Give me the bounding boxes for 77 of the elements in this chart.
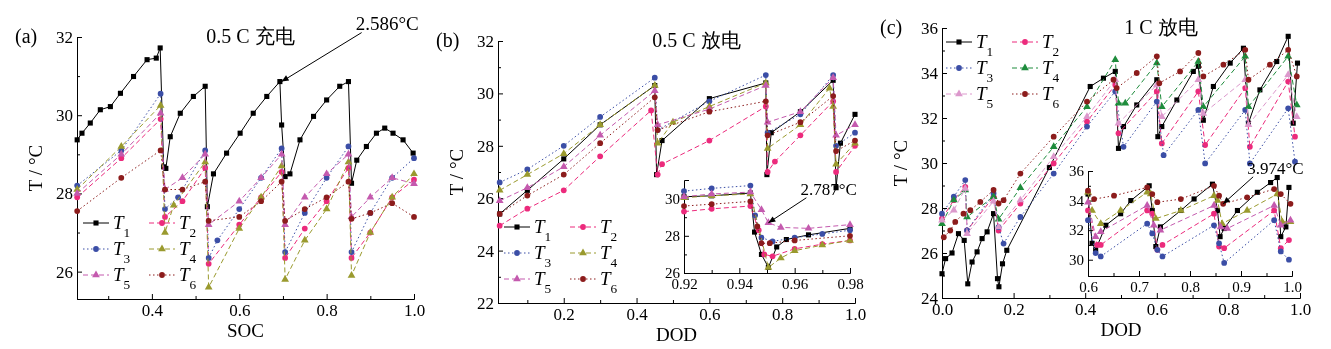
y-tick-label: 28 <box>56 184 73 204</box>
x-axis-title: SOC <box>227 320 264 341</box>
y-tick-label: 24 <box>477 241 495 261</box>
annotation: 3.974°C <box>1247 158 1304 178</box>
x-tick-label: 1.0 <box>403 301 426 321</box>
y-tick-label: 32 <box>921 108 938 128</box>
legend-label: T$_{3}$ <box>976 57 994 85</box>
legend-label: T$_{5}$ <box>534 268 552 296</box>
x-axis-title: DOD <box>655 324 698 345</box>
x-tick-label: 0.8 <box>1181 278 1200 295</box>
x-tick-label: 0.8 <box>772 305 794 325</box>
x-tick-label: 1.0 <box>844 305 867 325</box>
legend-label: T$_{6}$ <box>600 268 618 296</box>
y-tick-label: 30 <box>56 106 73 126</box>
chart-title: 1 C 放电 <box>1124 16 1198 38</box>
y-tick-label: 34 <box>1069 192 1085 209</box>
y-tick-label: 26 <box>56 262 73 282</box>
y-tick-label: 28 <box>921 198 938 218</box>
x-tick-label: 0.9 <box>1232 278 1251 295</box>
text: (c) <box>880 16 903 39</box>
y-tick-label: 32 <box>1069 222 1084 239</box>
annotation: 2.586°C <box>355 12 419 34</box>
legend-label: T$_{1}$ <box>534 216 552 244</box>
y-tick-label: 32 <box>56 27 73 47</box>
y-tick-label: 26 <box>921 243 938 263</box>
legend-label: T$_{4}$ <box>600 242 618 270</box>
text: (b) <box>436 29 460 52</box>
legend-label: T$_{6}$ <box>179 264 197 292</box>
legend-label: T$_{5}$ <box>976 83 994 111</box>
x-tick-label: 0.6 <box>1079 278 1099 295</box>
legend-label: T$_{3}$ <box>534 242 552 270</box>
x-tick-label: 0.8 <box>316 301 338 321</box>
x-tick-label: 1.0 <box>1283 278 1302 295</box>
y-tick-label: 30 <box>665 190 680 207</box>
legend-label: T$_{3}$ <box>113 238 131 266</box>
x-tick-label: 0.7 <box>1130 278 1150 295</box>
y-tick-label: 36 <box>921 18 938 38</box>
x-tick-label: 0.98 <box>837 275 864 292</box>
chart-title: 0.5 C 放电 <box>652 29 741 51</box>
y-axis-title: T / °C <box>446 148 467 196</box>
x-tick-label: 0.6 <box>699 305 721 325</box>
y-tick-label: 30 <box>477 84 494 104</box>
legend-label: T$_{6}$ <box>1042 83 1060 111</box>
legend-label: T$_{4}$ <box>1042 57 1060 85</box>
x-tick-label: 0.4 <box>626 305 649 325</box>
y-tick-label: 30 <box>921 153 938 173</box>
legend-label: T$_{4}$ <box>179 238 197 266</box>
x-axis-title: DOD <box>1100 319 1142 340</box>
x-tick-label: 0.4 <box>1075 300 1097 320</box>
x-tick-label: 0.8 <box>1218 300 1240 320</box>
x-tick-label: 0.2 <box>553 305 575 325</box>
legend-label: T$_{1}$ <box>976 31 994 59</box>
y-axis-title: T / °C <box>25 144 46 192</box>
y-tick-label: 28 <box>477 136 494 156</box>
y-tick-label: 36 <box>1069 163 1085 180</box>
y-tick-label: 28 <box>665 228 680 245</box>
y-tick-label: 34 <box>921 63 939 83</box>
y-tick-label: 26 <box>477 189 494 209</box>
legend-label: T$_{5}$ <box>113 264 131 292</box>
x-tick-label: 0.96 <box>782 275 809 292</box>
y-tick-label: 32 <box>477 31 494 51</box>
annotation: 2.787°C <box>800 179 857 199</box>
text: (a) <box>15 25 38 48</box>
x-tick-label: 0.6 <box>1146 300 1168 320</box>
x-tick-label: 0.6 <box>229 301 251 321</box>
legend-label: T$_{1}$ <box>113 212 131 240</box>
chart-title: 0.5 C 充电 <box>206 25 295 47</box>
legend-label: T$_{2}$ <box>1042 31 1060 59</box>
legend-label: T$_{2}$ <box>179 212 197 240</box>
legend-label: T$_{2}$ <box>600 216 618 244</box>
x-tick-label: 0.94 <box>726 275 754 292</box>
x-tick-label: 0.2 <box>1003 300 1025 320</box>
y-axis-title: T / °C <box>890 139 911 187</box>
x-tick-label: 1.0 <box>1289 300 1312 320</box>
x-tick-label: 0.4 <box>141 301 164 321</box>
y-tick-label: 30 <box>1069 252 1084 269</box>
y-tick-label: 22 <box>477 293 494 313</box>
